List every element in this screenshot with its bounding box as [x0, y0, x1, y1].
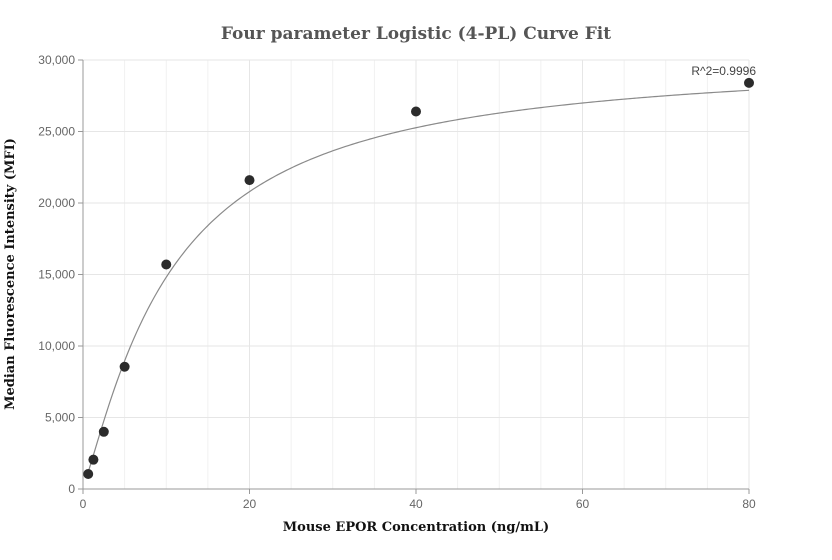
- y-axis-title: Median Fluorescence Intensity (MFI): [3, 138, 18, 410]
- y-tick-label: 30,000: [38, 53, 75, 67]
- data-point: [88, 454, 99, 465]
- y-tick-label: 5,000: [45, 411, 75, 425]
- x-tick-label: 40: [409, 497, 423, 511]
- x-tick-labels: 0 20 40 60 80: [80, 497, 756, 511]
- y-tick-label: 10,000: [38, 339, 75, 353]
- y-tick-label: 25,000: [38, 125, 75, 139]
- r-squared-annotation: R^2=0.9996: [691, 64, 756, 78]
- data-point: [744, 77, 754, 88]
- fit-curve: [87, 89, 750, 473]
- x-axis-title: Mouse EPOR Concentration (ng/mL): [283, 520, 549, 535]
- data-point: [119, 361, 130, 372]
- data-point: [411, 106, 421, 117]
- chart-title: Four parameter Logistic (4-PL) Curve Fit: [221, 24, 611, 44]
- y-tick-label: 0: [68, 482, 75, 496]
- data-point: [244, 175, 255, 186]
- data-point: [161, 259, 172, 270]
- x-tick-label: 20: [243, 497, 257, 511]
- gridlines: [82, 59, 750, 490]
- data-point: [98, 426, 109, 437]
- y-tick-label: 15,000: [38, 268, 75, 282]
- x-tick-label: 0: [80, 497, 87, 511]
- x-tick-label: 60: [576, 497, 590, 511]
- data-point: [83, 468, 94, 479]
- data-points: [83, 77, 754, 479]
- y-tick-label: 20,000: [38, 196, 75, 210]
- y-tick-labels: 0 5,000 10,000 15,000 20,000 25,000 30,000: [38, 53, 75, 496]
- x-tick-label: 80: [742, 497, 756, 511]
- axes: [78, 59, 750, 494]
